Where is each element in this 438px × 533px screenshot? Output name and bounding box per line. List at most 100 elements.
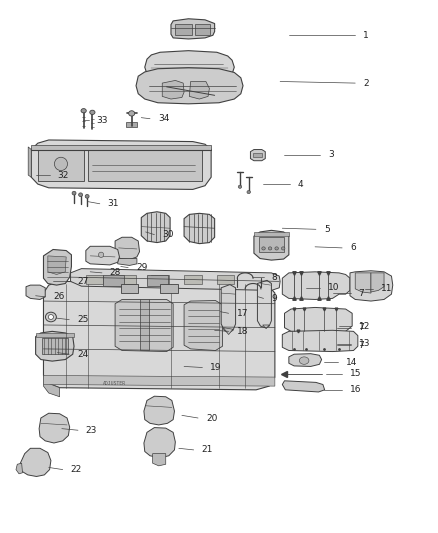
Text: 1: 1 — [363, 31, 369, 40]
Text: 17: 17 — [237, 309, 248, 318]
Polygon shape — [355, 273, 371, 293]
Ellipse shape — [72, 191, 76, 195]
Text: 30: 30 — [162, 230, 174, 239]
Polygon shape — [263, 325, 269, 329]
Polygon shape — [283, 272, 350, 300]
Ellipse shape — [299, 357, 309, 365]
Bar — [127, 122, 137, 127]
Text: 27: 27 — [77, 277, 88, 286]
Polygon shape — [16, 463, 22, 474]
Polygon shape — [251, 150, 265, 161]
Polygon shape — [289, 354, 321, 367]
Bar — [119, 275, 136, 284]
Polygon shape — [31, 146, 211, 150]
Polygon shape — [86, 246, 120, 265]
Text: 21: 21 — [201, 446, 213, 455]
Ellipse shape — [275, 247, 279, 250]
Bar — [103, 275, 124, 286]
Text: 7: 7 — [359, 323, 364, 332]
Text: 3: 3 — [328, 150, 334, 159]
Text: ADJUSTER: ADJUSTER — [103, 381, 126, 386]
Text: 22: 22 — [71, 465, 82, 474]
Bar — [151, 275, 169, 284]
Text: 23: 23 — [86, 426, 97, 435]
Polygon shape — [221, 285, 236, 333]
Polygon shape — [223, 328, 233, 335]
Polygon shape — [145, 51, 234, 82]
Bar — [259, 237, 285, 252]
Polygon shape — [48, 256, 66, 274]
Text: 7: 7 — [359, 288, 364, 297]
Ellipse shape — [54, 157, 67, 171]
Polygon shape — [184, 213, 215, 244]
Polygon shape — [39, 413, 70, 443]
Ellipse shape — [262, 247, 265, 250]
Polygon shape — [371, 273, 384, 292]
Text: 29: 29 — [136, 263, 148, 272]
Ellipse shape — [90, 110, 95, 115]
Text: 6: 6 — [350, 244, 356, 253]
Polygon shape — [43, 249, 71, 285]
Bar — [140, 300, 149, 351]
Bar — [195, 23, 210, 35]
Polygon shape — [141, 212, 170, 243]
Bar — [160, 284, 177, 293]
Ellipse shape — [282, 247, 285, 250]
Ellipse shape — [85, 195, 89, 198]
Ellipse shape — [129, 111, 135, 116]
Ellipse shape — [48, 314, 53, 319]
Text: 11: 11 — [381, 284, 392, 293]
Ellipse shape — [81, 109, 86, 113]
Polygon shape — [43, 375, 275, 386]
Text: 7: 7 — [359, 341, 364, 350]
Text: 20: 20 — [206, 414, 217, 423]
Text: 25: 25 — [77, 315, 88, 324]
Bar — [88, 147, 201, 181]
Text: 2: 2 — [363, 78, 369, 87]
Text: 16: 16 — [350, 385, 361, 394]
Text: 19: 19 — [210, 363, 222, 372]
Text: 26: 26 — [53, 292, 64, 301]
Ellipse shape — [247, 190, 251, 193]
Polygon shape — [152, 454, 166, 466]
Polygon shape — [31, 140, 211, 189]
Bar — [217, 275, 234, 284]
Text: 13: 13 — [359, 339, 370, 348]
Text: 8: 8 — [272, 273, 277, 281]
Text: 31: 31 — [108, 199, 119, 208]
Text: 33: 33 — [97, 116, 108, 125]
Polygon shape — [35, 333, 74, 337]
Ellipse shape — [99, 252, 104, 257]
Polygon shape — [35, 332, 74, 361]
Polygon shape — [258, 280, 272, 328]
Polygon shape — [184, 301, 223, 351]
Polygon shape — [283, 381, 325, 392]
Text: 12: 12 — [359, 321, 370, 330]
Polygon shape — [254, 230, 289, 260]
Ellipse shape — [238, 185, 242, 188]
Text: 4: 4 — [297, 180, 303, 189]
Polygon shape — [189, 82, 209, 99]
Text: 5: 5 — [324, 225, 329, 234]
Bar — [175, 23, 192, 35]
Polygon shape — [144, 427, 175, 458]
Polygon shape — [254, 232, 289, 236]
Polygon shape — [71, 269, 280, 290]
Text: 10: 10 — [328, 283, 339, 292]
Text: 18: 18 — [237, 327, 248, 336]
Polygon shape — [28, 147, 31, 177]
Bar — [38, 147, 84, 181]
Text: 24: 24 — [77, 350, 88, 359]
Bar — [42, 338, 68, 354]
Text: 28: 28 — [110, 269, 121, 277]
Ellipse shape — [79, 193, 82, 197]
Polygon shape — [43, 375, 60, 397]
Polygon shape — [43, 281, 275, 390]
Polygon shape — [144, 396, 174, 425]
Text: 15: 15 — [350, 369, 361, 378]
Polygon shape — [118, 259, 137, 265]
Bar — [86, 275, 103, 284]
Polygon shape — [115, 300, 173, 352]
Polygon shape — [162, 80, 184, 99]
Polygon shape — [285, 308, 352, 333]
